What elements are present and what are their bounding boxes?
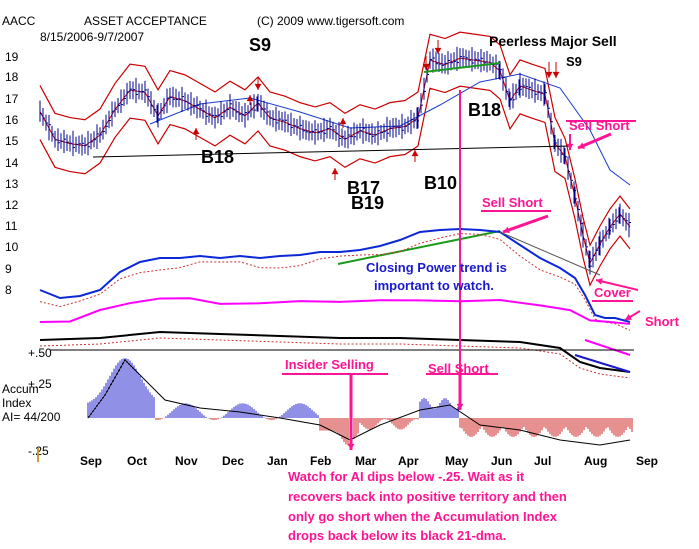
tick-label: 15 (5, 134, 19, 148)
support-line (92, 145, 571, 158)
closing-power-note: Closing Power trend is (366, 260, 507, 275)
signal-arrow-head (246, 95, 254, 102)
month-label: Sep (636, 454, 658, 468)
tick-label: 19 (5, 50, 19, 64)
accum-axis: +.50 +.25 -.25 Accum Index AI= 44/200 (2, 346, 61, 458)
copyright: (C) 2009 www.tigersoft.com (257, 14, 404, 28)
annotation-arrows (192, 40, 641, 450)
cover-label: Cover (594, 285, 631, 300)
tick-label: 18 (5, 70, 19, 84)
price-bars (39, 46, 631, 275)
sell-short-arrow (502, 214, 549, 234)
price-axis: 19 18 17 16 15 14 13 12 11 10 9 8 (5, 50, 19, 297)
accum-21dma-line (87, 359, 631, 446)
sell-short-arrow-head (456, 403, 464, 410)
month-label: Sep (80, 454, 102, 468)
signal-b18-mid: B18 (468, 100, 501, 120)
volume-indicator-line (39, 330, 631, 373)
accum-title: Accum (2, 382, 39, 396)
lower-band-line (39, 85, 631, 287)
accum-tick-label: +.25 (28, 377, 52, 391)
month-label: Apr (398, 454, 419, 468)
tick-label: 14 (5, 156, 19, 170)
bollinger-bands (39, 31, 631, 287)
month-label: Oct (127, 454, 147, 468)
trend-line (574, 354, 631, 373)
signal-arrow-head (552, 71, 560, 78)
footnote-line: recovers back into positive territory an… (288, 489, 567, 504)
short-arrow-head (625, 313, 632, 320)
trend-line (584, 339, 631, 356)
signal-peerless-sell: Peerless Major Sell (489, 33, 617, 49)
volume-indicator-ma (39, 337, 631, 379)
month-label: Nov (175, 454, 198, 468)
accumulation-index (50, 349, 634, 446)
tick-label: 12 (5, 198, 19, 212)
footnote-line: Watch for AI dips below -.25. Wait as it (288, 469, 525, 484)
signal-b10: B10 (424, 173, 457, 193)
closing-power-ma (39, 233, 631, 331)
insider-arrow-head (347, 443, 355, 450)
signal-b18-left: B18 (201, 147, 234, 167)
month-label: Feb (310, 454, 331, 468)
price-trendline (423, 62, 501, 73)
signal-arrow-head (339, 118, 347, 125)
tick-label: 13 (5, 177, 19, 191)
closing-power-note: important to watch. (374, 278, 494, 293)
sell-short-arrow-head (566, 143, 574, 150)
accum-tick-label: +.50 (28, 346, 52, 360)
short-label: Short (645, 314, 680, 329)
signal-arrow-head (254, 83, 262, 90)
upper-band-line (39, 31, 631, 247)
month-label: Jan (267, 454, 288, 468)
tick-label: 17 (5, 92, 19, 106)
date-range: 8/15/2006-9/7/2007 (40, 30, 144, 44)
footnote-line: drops back below its black 21-dma. (288, 528, 506, 543)
month-label: Dec (222, 454, 244, 468)
signal-arrow-head (411, 150, 419, 157)
sell-short-mid: Sell Short (482, 195, 543, 210)
signal-b17: B17 (347, 178, 380, 198)
signal-arrow-head (434, 47, 442, 54)
cover-arrow-head (596, 278, 603, 285)
accum-title: AI= 44/200 (2, 410, 61, 424)
company-name: ASSET ACCEPTANCE (84, 14, 207, 28)
sell-short-lower: Sell Short (428, 361, 489, 376)
sell-short-arrow-head (578, 142, 585, 149)
tick-label: 10 (5, 240, 19, 254)
signal-s9-left: S9 (249, 35, 271, 55)
signal-arrow-head (192, 128, 200, 135)
tick-label: 16 (5, 113, 19, 127)
month-label: Jul (534, 454, 551, 468)
signal-arrow-head (545, 71, 553, 78)
cover-arrow (595, 279, 639, 291)
footnote: Watch for AI dips below -.25. Wait as it… (288, 469, 567, 543)
month-axis: Sep Oct Nov Dec Jan Feb Mar Apr May Jun … (80, 454, 658, 468)
sell-short-arrow-head (503, 226, 510, 234)
indicator-lines (39, 62, 631, 379)
cp-trendline (337, 230, 501, 265)
accum-title: Index (2, 396, 31, 410)
signal-s9-right: S9 (566, 54, 582, 69)
closing-power-line (39, 227, 631, 323)
tick-label: 11 (5, 219, 18, 233)
ticker: AACC (2, 14, 36, 28)
relative-strength-line (39, 297, 631, 325)
month-label: Mar (355, 454, 377, 468)
trend-line (499, 231, 601, 276)
signal-arrow-head (331, 168, 339, 175)
footnote-line: only go short when the Accumulation Inde… (288, 509, 558, 524)
month-label: May (445, 454, 469, 468)
insider-selling: Insider Selling (285, 357, 374, 372)
signal-arrow-head (422, 63, 430, 70)
month-label: Aug (584, 454, 607, 468)
tick-label: 9 (5, 262, 12, 276)
signal-b19: B19 (351, 193, 384, 213)
sell-short-upper: Sell Short (569, 118, 630, 133)
tick-label: 8 (5, 283, 12, 297)
month-label: Jun (491, 454, 512, 468)
